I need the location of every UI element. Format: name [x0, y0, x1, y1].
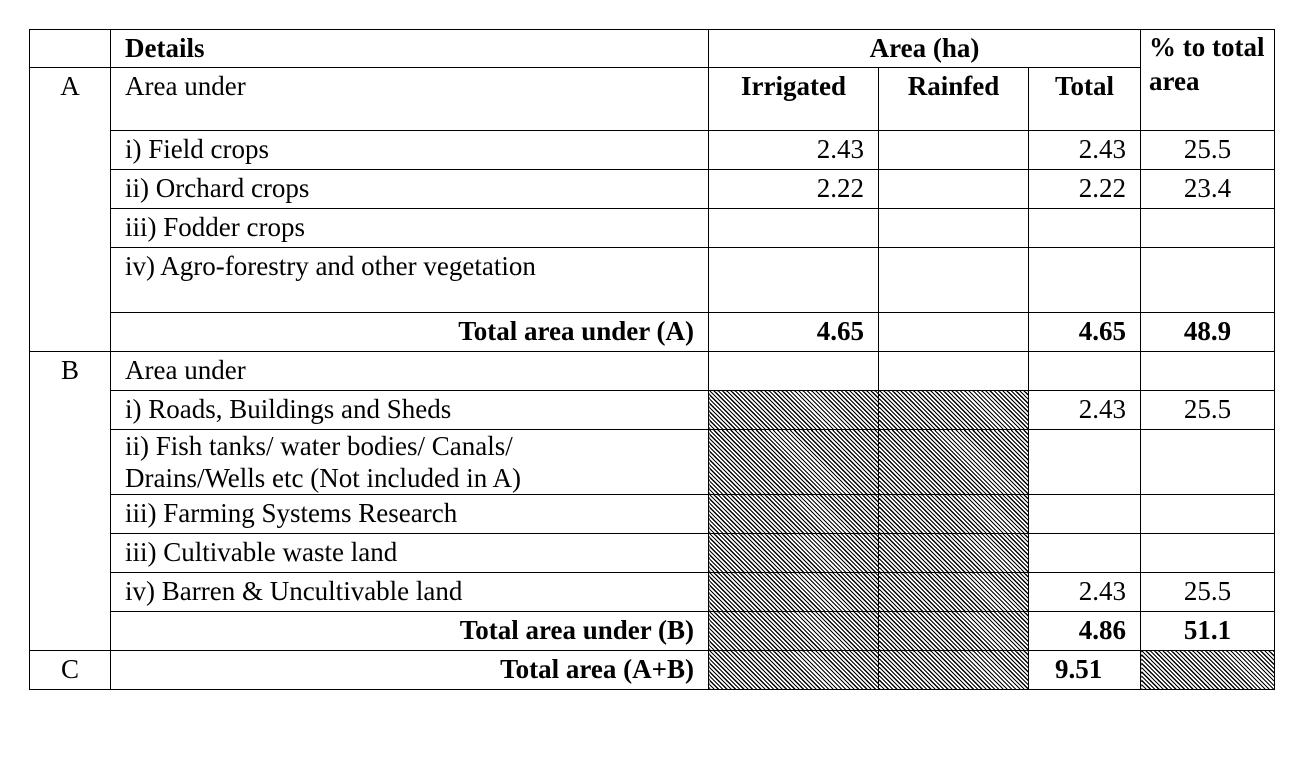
- table-row: iv) Barren & Uncultivable land 2.43 25.5: [30, 572, 1276, 612]
- row-details: i) Roads, Buildings and Sheds: [110, 390, 709, 430]
- section-c-row: C Total area (A+B) 9.51: [29, 650, 1276, 690]
- row-irrigated: 2.22: [708, 169, 879, 209]
- section-a-title-row: A Area under Irrigated Rainfed Total: [29, 67, 1275, 352]
- hatched-cell: [708, 429, 879, 495]
- row-pct: 25.5: [1140, 130, 1276, 170]
- row-irrigated: 2.43: [708, 130, 879, 170]
- row-pct: [1140, 533, 1276, 573]
- hatched-cell: [708, 533, 879, 573]
- header-area-ha: Area (ha): [707, 29, 1142, 68]
- row-pct: 25.5: [1140, 390, 1276, 430]
- row-rainfed: [878, 208, 1029, 248]
- hatched-cell: [1140, 650, 1276, 690]
- table-row: iii) Farming Systems Research: [30, 494, 1276, 534]
- table-row: ii) Orchard crops 2.22 2.22 23.4: [30, 169, 1276, 209]
- empty-cell: [708, 351, 879, 391]
- empty-cell: [1027, 351, 1142, 391]
- row-rainfed: [878, 130, 1029, 170]
- hatched-cell: [708, 650, 879, 690]
- row-details: ii) Orchard crops: [110, 169, 709, 209]
- table-row: iii) Cultivable waste land: [30, 533, 1276, 573]
- hatched-cell: [708, 390, 879, 430]
- hatched-cell: [878, 494, 1029, 534]
- section-b-title: Area under: [110, 351, 709, 391]
- table-row: i) Field crops 2.43 2.43 25.5: [30, 130, 1276, 170]
- row-details: iii) Farming Systems Research: [110, 494, 709, 534]
- hatched-cell: [708, 572, 879, 612]
- hatched-cell: [878, 390, 1029, 430]
- header-section-cell: [29, 29, 111, 68]
- header-pct-total-area: % to total area: [1140, 29, 1276, 131]
- row-pct: [1140, 247, 1276, 313]
- section-a-subtotal-pct: 48.9: [1140, 312, 1276, 352]
- row-pct: 25.5: [1140, 572, 1276, 612]
- row-details: iv) Agro-forestry and other vegetation: [110, 247, 709, 313]
- row-total: [1027, 208, 1142, 248]
- section-b-label: B: [29, 351, 111, 651]
- table-row: iii) Fodder crops: [30, 208, 1276, 248]
- land-use-table: Details Area (ha) % to total area A Area…: [29, 29, 1276, 690]
- row-total: 2.43: [1027, 130, 1142, 170]
- row-total: [1027, 533, 1142, 573]
- row-details: i) Field crops: [110, 130, 709, 170]
- row-details: iv) Barren & Uncultivable land: [110, 572, 709, 612]
- header-details: Details: [110, 29, 709, 68]
- header-irrigated: Irrigated: [708, 67, 879, 131]
- row-pct: [1140, 494, 1276, 534]
- row-total: [1027, 247, 1142, 313]
- row-pct: 23.4: [1140, 169, 1276, 209]
- hatched-cell: [878, 572, 1029, 612]
- section-a-label: A: [29, 67, 111, 352]
- row-details: ii) Fish tanks/ water bodies/ Canals/ Dr…: [110, 429, 709, 495]
- table-row: iv) Agro-forestry and other vegetation: [30, 247, 1276, 313]
- header-row-1: Details Area (ha) % to total area: [29, 29, 1276, 131]
- section-a-subtotal-rainfed: [878, 312, 1029, 352]
- hatched-cell: [878, 611, 1029, 651]
- hatched-cell: [708, 494, 879, 534]
- row-details: iii) Cultivable waste land: [110, 533, 709, 573]
- empty-cell: [1140, 351, 1276, 391]
- section-a-subtotal-label: Total area under (A): [110, 312, 709, 352]
- row-total: [1027, 494, 1142, 534]
- section-b-subtotal-total: 4.86: [1027, 611, 1142, 651]
- row-details-line-1: ii) Fish tanks/ water bodies/ Canals/: [125, 431, 513, 461]
- section-b-subtotal-pct: 51.1: [1140, 611, 1276, 651]
- row-total: [1027, 429, 1142, 495]
- hatched-cell: [708, 611, 879, 651]
- section-b-subtotal-label: Total area under (B): [110, 611, 709, 651]
- row-rainfed: [878, 247, 1029, 313]
- header-rainfed: Rainfed: [878, 67, 1029, 131]
- hatched-cell: [878, 533, 1029, 573]
- row-details-line-2: Drains/Wells etc (Not included in A): [125, 463, 521, 493]
- header-total: Total: [1027, 67, 1142, 131]
- empty-cell: [878, 351, 1029, 391]
- row-details: iii) Fodder crops: [110, 208, 709, 248]
- hatched-cell: [878, 650, 1029, 690]
- section-a-subtotal-irrigated: 4.65: [708, 312, 879, 352]
- row-irrigated: [708, 208, 879, 248]
- section-b-title-row: B Area under: [29, 351, 1276, 651]
- row-pct: [1140, 208, 1276, 248]
- hatched-cell: [878, 429, 1029, 495]
- row-total: 2.43: [1027, 572, 1142, 612]
- section-a-subtotal-total: 4.65: [1027, 312, 1142, 352]
- section-a-subtotal-row: Total area under (A) 4.65 4.65 48.9: [30, 312, 1276, 352]
- row-rainfed: [878, 169, 1029, 209]
- row-pct: [1140, 429, 1276, 495]
- row-total: 2.43: [1027, 390, 1142, 430]
- table-row: i) Roads, Buildings and Sheds 2.43 25.5: [30, 390, 1276, 430]
- row-total: 2.22: [1027, 169, 1142, 209]
- table-row: ii) Fish tanks/ water bodies/ Canals/ Dr…: [30, 429, 1276, 495]
- section-c-label: C: [29, 650, 111, 690]
- section-b-subtotal-row: Total area under (B) 4.86 51.1: [30, 611, 1276, 651]
- section-c-total-label: Total area (A+B): [110, 650, 709, 690]
- section-c-total: 9.51: [1027, 650, 1142, 690]
- row-irrigated: [708, 247, 879, 313]
- section-a-title: Area under: [110, 67, 709, 131]
